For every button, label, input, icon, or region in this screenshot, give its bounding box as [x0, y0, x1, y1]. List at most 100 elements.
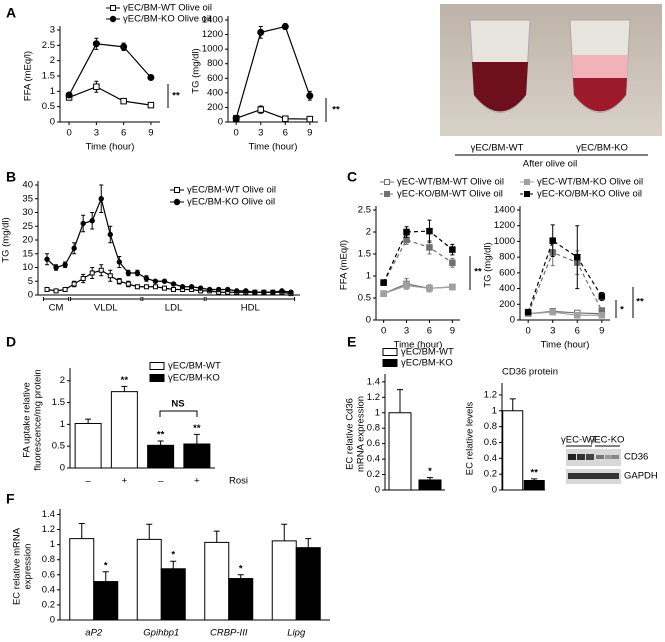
marker — [449, 246, 456, 253]
y-tick-label: 0.5 — [52, 441, 65, 452]
marker — [426, 244, 433, 251]
marker — [197, 285, 204, 291]
y-tick-label: 10 — [22, 262, 33, 273]
tube-right-lipid — [572, 55, 628, 78]
marker — [171, 287, 177, 292]
marker — [44, 256, 50, 262]
error-bar — [85, 418, 92, 424]
legend-marker — [384, 179, 390, 185]
y-tick-label: 1200 — [202, 29, 223, 40]
annotation: * — [620, 305, 624, 316]
marker — [125, 270, 132, 276]
photo-label: γEC/BM-WT — [471, 143, 524, 154]
marker — [80, 276, 86, 281]
y-tick-label: 30 — [22, 207, 33, 218]
x-tick-label: 3 — [404, 326, 409, 337]
marker — [282, 115, 289, 122]
marker — [179, 284, 186, 290]
error-bar — [193, 433, 200, 444]
group-bracket — [205, 297, 296, 301]
marker — [188, 284, 195, 290]
panel-letter: D — [6, 334, 16, 350]
marker — [71, 281, 77, 287]
marker — [80, 220, 86, 227]
axis-line — [375, 206, 460, 321]
marker — [152, 284, 158, 290]
blot-band — [577, 454, 585, 460]
y-tick-label: 1400 — [202, 15, 223, 26]
marker — [279, 288, 285, 294]
legend-label: γEC-KO/BM-WT Olive oil — [397, 189, 503, 200]
y-tick-label: 0.2 — [42, 599, 55, 610]
marker — [598, 293, 606, 300]
series-line — [383, 283, 453, 295]
marker — [232, 114, 240, 122]
blot-band — [605, 455, 612, 459]
y-tick-label: 1.4 — [367, 376, 380, 387]
bar — [204, 541, 230, 621]
series-line — [527, 239, 603, 313]
marker — [306, 92, 314, 100]
marker — [161, 285, 167, 291]
legend-label: γEC/BM-WT — [401, 347, 454, 358]
blot-band-label: CD36 — [624, 452, 648, 463]
x-tick-label: – — [85, 476, 91, 487]
series-line — [46, 269, 292, 295]
marker — [215, 286, 222, 293]
legend-label: γEC/BM-KO — [168, 373, 220, 384]
marker — [449, 259, 456, 267]
marker — [161, 278, 168, 284]
y-tick-label: 1000 — [202, 44, 223, 55]
y-axis-label: EC relative levels — [465, 402, 476, 476]
y-tick-label: 1.2 — [42, 524, 55, 535]
legend-label: γEC-WT/BM-KO Olive oil — [537, 177, 643, 188]
axis-line — [227, 16, 318, 123]
y-tick-label: 1.5 — [42, 71, 55, 82]
marker — [107, 231, 113, 238]
y-tick-label: 2 — [366, 227, 371, 238]
y-tick-label: 3 — [50, 25, 55, 36]
legend-swatch — [382, 359, 398, 367]
y-tick-label: 1200 — [494, 220, 515, 231]
series-line — [527, 251, 603, 314]
marker — [549, 308, 556, 316]
y-tick-label: 800 — [207, 58, 223, 69]
y-tick-label: 600 — [499, 267, 515, 278]
bar — [110, 391, 138, 469]
y-tick-label: 0.6 — [484, 437, 497, 448]
y-axis-label: TG (mg/dl) — [483, 242, 494, 287]
legend-label: γEC/BM-WT Olive oil — [123, 3, 212, 14]
y-tick-label: 0.4 — [42, 584, 55, 595]
legend-label: γEC/BM-WT — [168, 361, 221, 372]
marker — [574, 253, 581, 261]
y-tick-label: 0 — [218, 117, 223, 128]
marker — [380, 290, 387, 297]
panel-letter: E — [347, 334, 356, 350]
bar — [136, 538, 162, 621]
y-tick-label: 1 — [492, 405, 497, 416]
y-tick-label: 1.5 — [358, 249, 371, 260]
photo-caption: After olive oil — [523, 159, 577, 170]
marker — [134, 270, 141, 276]
photo: γEC/BM-WT γEC/BM-KO After olive oil — [440, 4, 662, 170]
x-tick-label: 0 — [66, 128, 71, 139]
marker — [143, 275, 150, 282]
series-line — [235, 25, 311, 119]
blot-group: γEC-KO — [590, 435, 625, 446]
marker — [152, 278, 159, 284]
blot-band — [596, 455, 604, 459]
marker — [98, 267, 104, 273]
x-tick-label: 9 — [450, 326, 455, 337]
marker — [598, 312, 606, 319]
marker — [62, 262, 68, 268]
y-tick-label: 1 — [60, 419, 65, 430]
significance: ** — [121, 375, 129, 386]
marker — [270, 289, 276, 295]
group-bracket — [70, 297, 142, 301]
y-tick-label: 2 — [50, 55, 55, 66]
y-tick-label: 1.2 — [484, 389, 497, 400]
y-tick-label: 0 — [375, 485, 380, 496]
marker — [65, 91, 73, 99]
x-tick-label: 3 — [550, 326, 555, 337]
marker — [62, 287, 68, 292]
